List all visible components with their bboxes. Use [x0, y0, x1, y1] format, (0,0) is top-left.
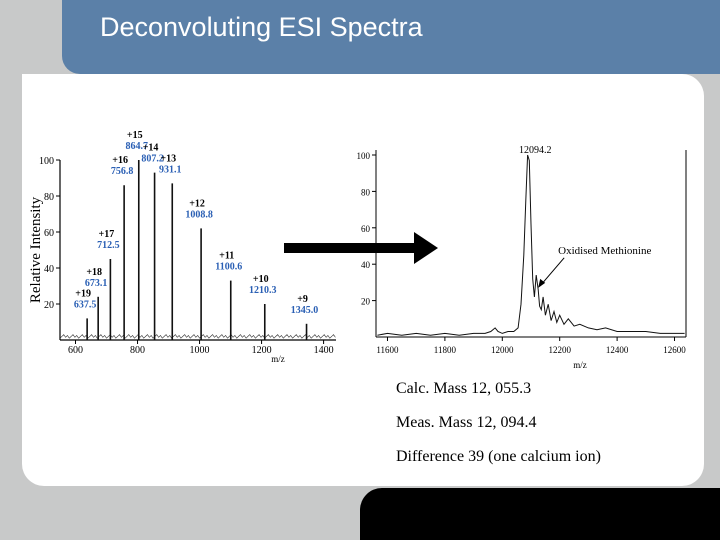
right-x-tick-label: 12200: [548, 345, 571, 355]
peak-charge-label: +12: [189, 198, 205, 209]
left-y-axis-label: Relative Intensity: [28, 196, 44, 303]
left-x-tick-label: 1200: [252, 345, 272, 356]
footer-bar: [360, 488, 720, 540]
content-panel: [22, 74, 704, 486]
deconvoluted-series-line: [377, 154, 685, 336]
oxidised-methionine-annotation: Oxidised Methionine: [558, 245, 651, 257]
peak-charge-label: +9: [297, 294, 308, 305]
left-x-tick-label: 800: [130, 345, 145, 356]
left-x-axis-label: m/z: [271, 354, 285, 364]
right-x-tick-label: 12000: [491, 345, 514, 355]
calc-mass-text: Calc. Mass 12, 055.3: [396, 380, 532, 397]
annotation-arrow: [539, 257, 565, 287]
annotation-arrow-head: [538, 278, 546, 288]
peak-mz-label: 1345.0: [291, 305, 319, 316]
slide-title: Deconvoluting ESI Spectra: [100, 12, 423, 42]
right-y-tick-label: 40: [361, 260, 371, 270]
right-x-axis-label: m/z: [573, 360, 587, 370]
main-peak-label: 12094.2: [519, 145, 552, 156]
left-y-tick-label: 40: [44, 264, 54, 275]
peak-mz-label: 807.2: [141, 154, 164, 165]
peak-charge-label: +19: [75, 288, 91, 299]
peak-charge-label: +17: [99, 229, 115, 240]
deconvoluted-spectrum-chart: m/z 11600 11800 12000 12200 12400 12600 20 40 60…: [357, 145, 687, 370]
peak-mz-label: 712.5: [97, 240, 120, 251]
left-y-tick-label: 20: [44, 300, 54, 311]
peak-mz-label: 931.1: [159, 164, 182, 175]
peak-charge-label: +16: [112, 155, 128, 166]
peak-charge-label: +11: [219, 251, 234, 262]
peak-mz-label: 756.8: [111, 166, 134, 177]
right-y-tick-label: 20: [361, 297, 371, 307]
peak-charge-label: +13: [160, 153, 176, 164]
right-x-tick-label: 12400: [606, 345, 629, 355]
left-baseline-noise: [59, 334, 336, 339]
left-x-tick-label: 1000: [190, 345, 210, 356]
right-y-tick-label: 60: [361, 224, 371, 234]
peak-mz-label: 1008.8: [185, 209, 213, 220]
right-x-tick-label: 12600: [663, 345, 686, 355]
left-y-tick-label: 100: [39, 156, 54, 167]
esi-spectrum-chart: Relative Intensity m/z 600 800 1000 1200 140…: [28, 130, 336, 364]
right-arrow-icon: [284, 232, 438, 264]
right-y-tick-label: 100: [357, 151, 371, 161]
peak-mz-label: 1210.3: [249, 285, 277, 296]
peak-mz-label: 864.7: [126, 141, 149, 152]
peak-charge-label: +14: [143, 143, 159, 154]
left-y-tick-label: 60: [44, 228, 54, 239]
right-x-tick-label: 11600: [376, 345, 399, 355]
difference-text: Difference 39 (one calcium ion): [396, 448, 601, 465]
right-x-tick-label: 11800: [434, 345, 457, 355]
peak-charge-label: +15: [127, 130, 143, 141]
peak-mz-label: 637.5: [74, 299, 97, 310]
left-x-tick-label: 600: [68, 345, 83, 356]
peak-charge-label: +10: [253, 274, 269, 285]
peak-mz-label: 673.1: [85, 278, 108, 289]
left-x-tick-label: 1400: [314, 345, 334, 356]
peak-charge-label: +18: [86, 267, 102, 278]
right-y-tick-label: 80: [361, 187, 371, 197]
peak-mz-label: 1100.6: [215, 262, 242, 273]
title-bar: [62, 0, 720, 74]
meas-mass-text: Meas. Mass 12, 094.4: [396, 414, 537, 431]
left-y-tick-label: 80: [44, 192, 54, 203]
